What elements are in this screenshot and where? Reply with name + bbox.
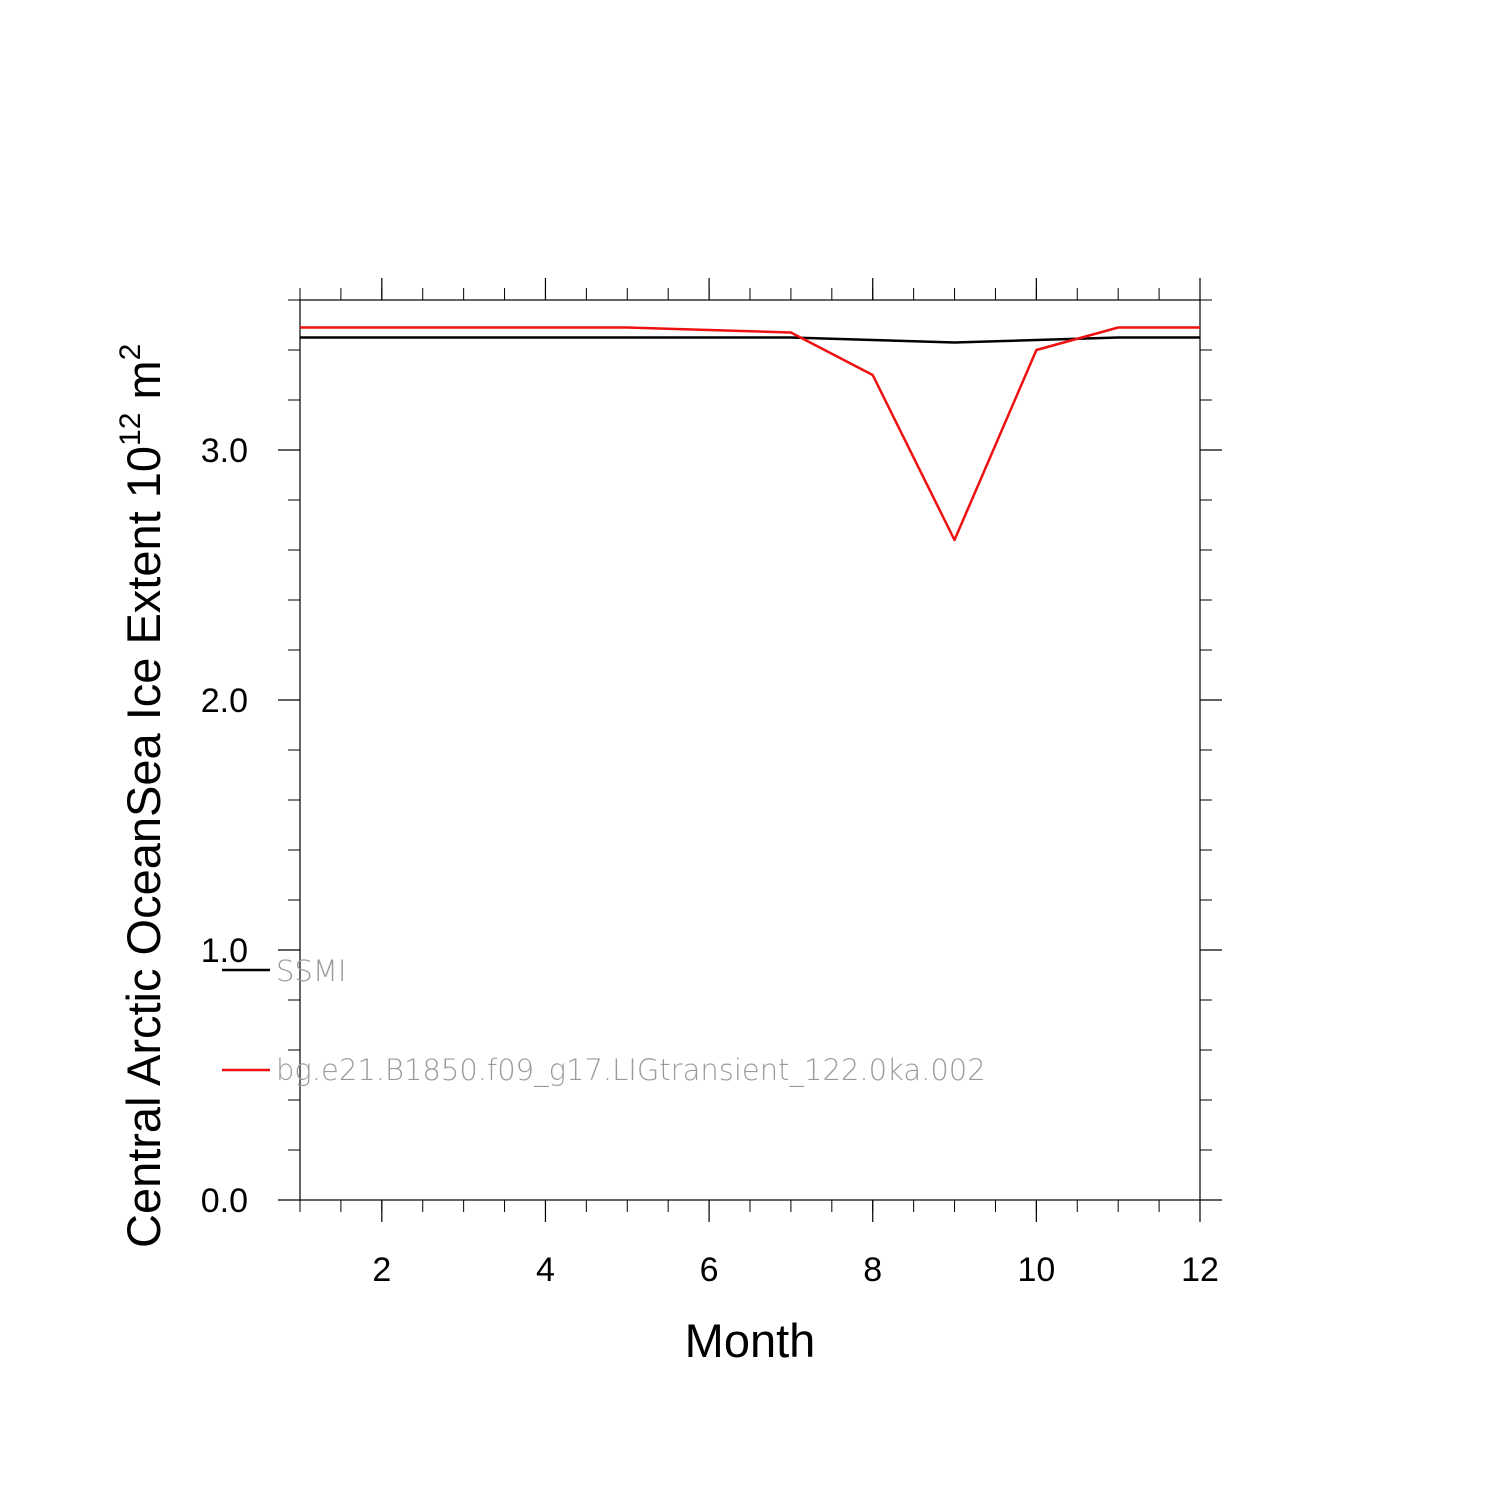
y-axis-title-exponent: 12 <box>114 413 147 446</box>
x-tick-labels: 2 4 6 8 10 12 <box>372 1251 1219 1289</box>
series-lines <box>300 326 1200 542</box>
x-tick-label: 2 <box>372 1251 391 1289</box>
legend: SSMI bg.e21.B1850.f09_g17.LIGtransient_1… <box>222 954 986 1088</box>
y-tick-label: 0.0 <box>201 1182 248 1220</box>
y-axis-title: Central Arctic OceanSea Ice Extent 1012 … <box>114 344 170 1248</box>
legend-label-model: bg.e21.B1850.f09_g17.LIGtransient_122.0k… <box>276 1053 986 1088</box>
y-tick-label: 3.0 <box>201 432 248 470</box>
y-axis-title-unit: m <box>117 360 170 412</box>
y-tick-label: 1.0 <box>201 932 248 970</box>
x-tick-label: 12 <box>1181 1251 1219 1289</box>
series-line-model <box>300 326 1200 542</box>
x-axis-title: Month <box>685 1314 816 1367</box>
series-line-ssmi <box>300 336 1200 344</box>
plot-frame <box>299 299 1201 1201</box>
tick-marks <box>278 278 1222 1222</box>
x-tick-label: 6 <box>700 1251 719 1289</box>
x-tick-label: 10 <box>1017 1251 1055 1289</box>
y-tick-labels: 0.0 1.0 2.0 3.0 <box>201 432 248 1220</box>
y-axis-title-main: Central Arctic OceanSea Ice Extent 10 <box>117 446 170 1248</box>
x-tick-label: 4 <box>536 1251 555 1289</box>
legend-label-ssmi: SSMI <box>276 954 346 988</box>
y-axis-title-unit-exponent: 2 <box>114 344 147 361</box>
y-tick-label: 2.0 <box>201 682 248 720</box>
x-tick-label: 8 <box>863 1251 882 1289</box>
